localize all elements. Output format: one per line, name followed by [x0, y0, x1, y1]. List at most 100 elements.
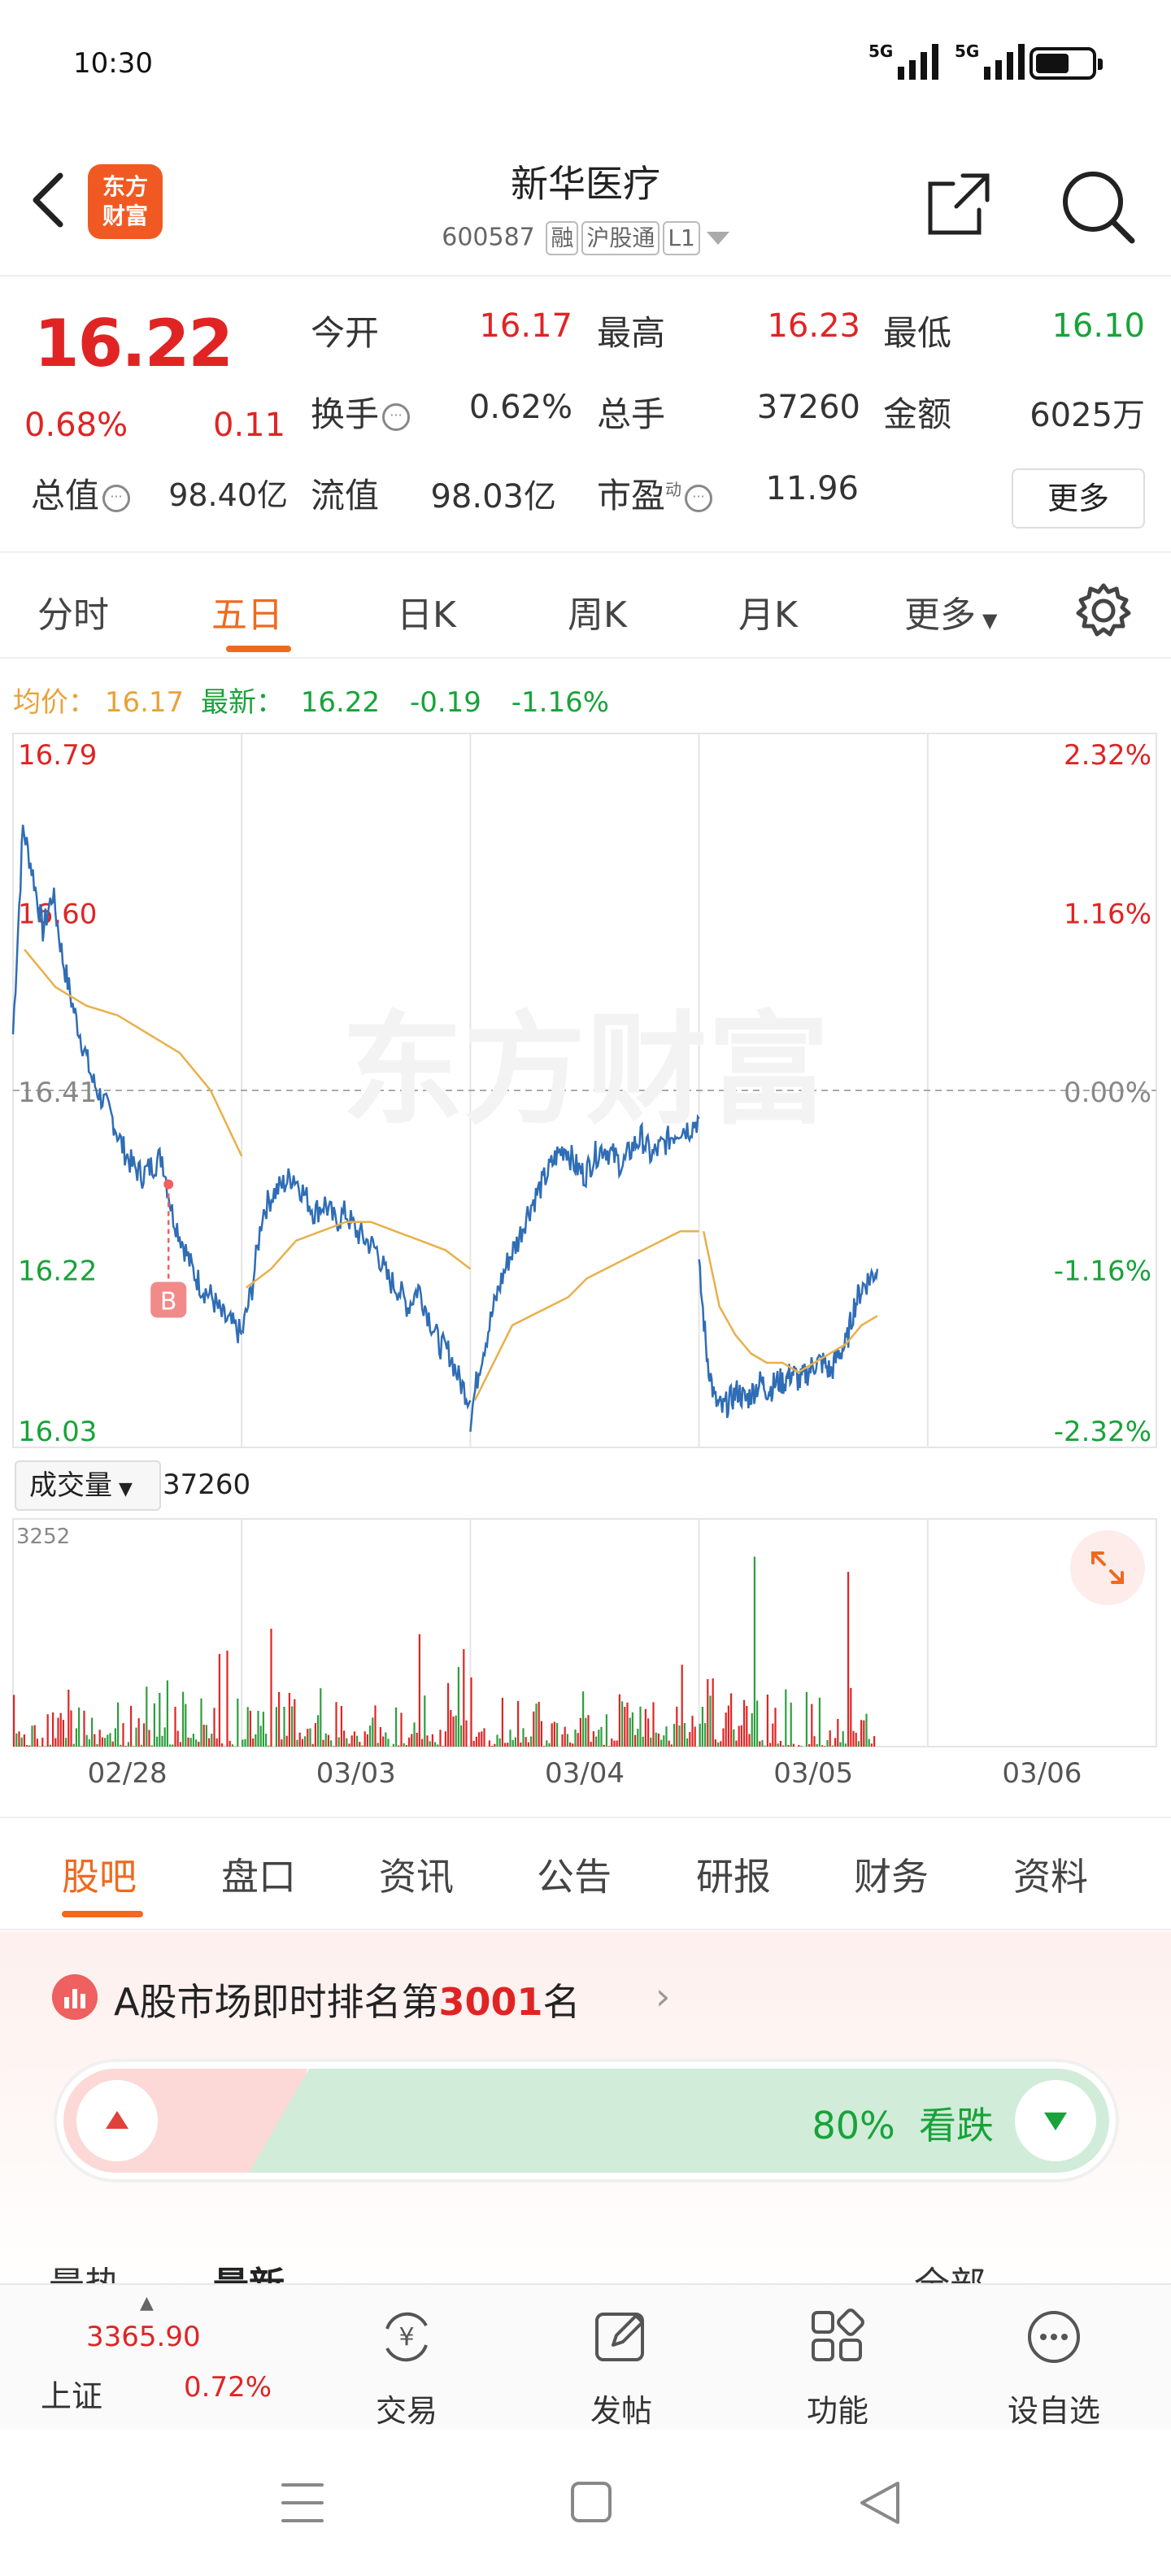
tab-announcements[interactable]: 公告 [537, 1855, 612, 1899]
vote-down-button[interactable] [1015, 2080, 1096, 2161]
y-tick-left: 16.22 [18, 1255, 97, 1288]
back-icon[interactable] [24, 168, 73, 233]
volume-bar [398, 1745, 400, 1747]
info-icon[interactable]: ··· [685, 484, 713, 512]
tab-five-day[interactable]: 五日 [211, 594, 283, 636]
volume-bar [252, 1738, 255, 1747]
volume-bar [811, 1704, 813, 1747]
volume-bar [85, 1734, 88, 1747]
volume-bar [363, 1731, 366, 1747]
ranking-card: A股市场即时排名第3001名 › 80% 看跌 [0, 1932, 1171, 2290]
tab-monthly-k[interactable]: 月K [738, 594, 798, 636]
volume-bar [525, 1737, 527, 1747]
volume-bar [23, 1734, 25, 1747]
nav-post[interactable]: 发帖 [556, 2293, 686, 2431]
volume-frame [12, 1518, 1157, 1747]
volume-bar [774, 1708, 777, 1747]
expand-icon[interactable] [1070, 1530, 1145, 1605]
volume-bar [657, 1734, 660, 1747]
volume-bar [746, 1706, 748, 1747]
share-icon[interactable] [922, 168, 995, 241]
volume-bar [434, 1742, 437, 1747]
volume-bar [101, 1737, 103, 1747]
margin-tag: 融 [546, 221, 579, 255]
nav-functions-label: 功能 [806, 2393, 868, 2429]
signal-icon-2: 5G [955, 41, 1025, 80]
volume-bar [143, 1723, 146, 1747]
tab-forum[interactable]: 股吧 [62, 1855, 137, 1899]
volume-bar [650, 1738, 652, 1747]
volume-bar [652, 1702, 655, 1747]
tab-research[interactable]: 研报 [696, 1855, 771, 1899]
gear-icon[interactable] [1073, 581, 1134, 641]
high-label: 最高 [597, 313, 666, 353]
volume-bar [572, 1743, 574, 1747]
nav-trade[interactable]: ¥ 交易 [342, 2293, 472, 2431]
home-icon[interactable] [571, 2482, 612, 2522]
volume-bar [187, 1737, 189, 1747]
volume-bar [613, 1740, 616, 1747]
volume-bar [605, 1714, 607, 1747]
volume-bar [730, 1693, 733, 1747]
tab-finance[interactable]: 财务 [854, 1855, 929, 1899]
float-cap-label: 流值 [311, 476, 380, 516]
x-tick-label: 02/28 [88, 1757, 168, 1790]
nav-functions[interactable]: 功能 [773, 2293, 903, 2431]
volume-bar [294, 1699, 296, 1747]
volume-bar [117, 1702, 120, 1747]
search-icon[interactable] [1057, 166, 1138, 247]
tab-profile[interactable]: 资料 [1013, 1855, 1088, 1899]
index-value: 3365.90 [86, 2321, 201, 2353]
ranking-text[interactable]: A股市场即时排名第3001名 [114, 1973, 581, 2026]
tab-intraday[interactable]: 分时 [37, 594, 109, 636]
volume-bar [779, 1741, 781, 1747]
info-icon[interactable]: ··· [382, 402, 411, 431]
volume-bar [504, 1743, 507, 1747]
volume-bar [764, 1745, 766, 1747]
volume-bar [870, 1743, 873, 1747]
volume-bar [717, 1742, 720, 1747]
dropdown-icon[interactable] [706, 232, 729, 245]
connect-tag: 沪股通 [581, 221, 660, 255]
volume-bar [291, 1706, 294, 1747]
volume-bar [496, 1734, 498, 1747]
volume-bar [340, 1706, 342, 1747]
tab-news[interactable]: 资讯 [379, 1855, 454, 1899]
volume-bar [36, 1738, 38, 1747]
back-nav-icon[interactable] [860, 2482, 899, 2524]
volume-bar [281, 1739, 283, 1747]
volume-bar [146, 1686, 148, 1747]
vote-up-button[interactable] [76, 2080, 158, 2161]
volume-bar [766, 1695, 768, 1747]
index-ticker[interactable]: ▲ 3365.90 上证 0.72% [24, 2285, 293, 2431]
volume-bar [114, 1728, 116, 1747]
volume-bar [169, 1744, 172, 1747]
more-button[interactable]: 更多 [1012, 468, 1145, 529]
volume-bar [265, 1734, 268, 1747]
info-icon[interactable]: ··· [102, 484, 131, 512]
nav-watchlist[interactable]: 设自选 [989, 2293, 1119, 2431]
volume-bar [311, 1743, 314, 1747]
tab-more[interactable]: 更多 ▼ [904, 585, 997, 637]
menu-icon[interactable] [281, 2483, 324, 2522]
tab-weekly-k[interactable]: 周K [568, 594, 627, 636]
volume-bar [179, 1742, 181, 1747]
latest-change: -0.19 [409, 686, 481, 719]
volume-bar [28, 1745, 31, 1747]
volume-bar [522, 1728, 525, 1747]
chevron-right-icon[interactable]: › [655, 1974, 671, 2018]
pe-dynamic-sup: 动 [665, 480, 682, 499]
volume-bar [551, 1723, 553, 1747]
tab-daily-k[interactable]: 日K [397, 594, 456, 636]
volume-bar [704, 1723, 707, 1747]
five-day-chart[interactable]: 东方财富16.7916.6016.4116.2216.032.32%1.16%0… [0, 722, 1171, 1812]
index-pct: 0.72% [184, 2371, 272, 2404]
volume-bar [298, 1732, 301, 1747]
volume-bar [450, 1710, 452, 1747]
tab-order-book[interactable]: 盘口 [221, 1855, 296, 1899]
volume-bar [844, 1743, 847, 1747]
volume-bar [530, 1736, 533, 1747]
volume-bar [229, 1740, 231, 1747]
volume-indicator-select[interactable]: 成交量 ▼ [15, 1460, 161, 1511]
volume-bar [166, 1680, 168, 1747]
